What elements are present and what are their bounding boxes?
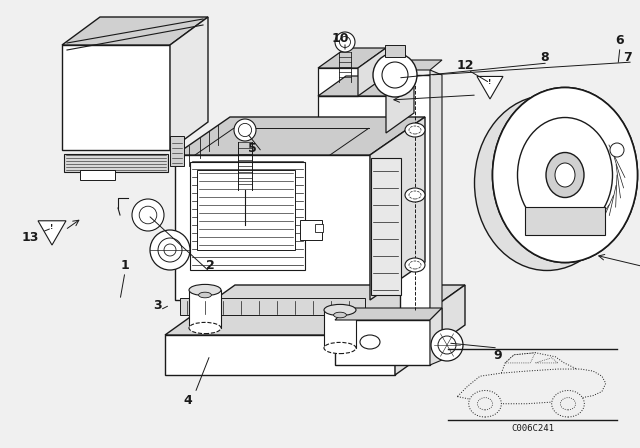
Ellipse shape [409,126,421,134]
Polygon shape [395,285,465,375]
Circle shape [477,398,493,410]
FancyBboxPatch shape [180,298,365,315]
Text: !: ! [51,224,54,230]
Polygon shape [430,308,442,365]
Circle shape [140,206,157,224]
Ellipse shape [493,87,637,263]
Circle shape [132,199,164,231]
Polygon shape [430,70,442,330]
FancyBboxPatch shape [170,136,184,166]
Circle shape [164,244,176,256]
Ellipse shape [409,261,421,269]
Text: 13: 13 [21,231,38,244]
FancyBboxPatch shape [315,224,323,232]
Ellipse shape [409,191,421,199]
Text: 1: 1 [120,258,129,271]
Ellipse shape [493,87,637,263]
Text: 4: 4 [184,393,193,406]
Circle shape [552,391,584,417]
Polygon shape [175,117,425,155]
Text: 8: 8 [541,51,549,64]
Ellipse shape [405,258,425,272]
Polygon shape [62,45,170,150]
Polygon shape [358,48,386,96]
Circle shape [431,329,463,361]
Polygon shape [318,76,414,96]
Polygon shape [318,96,386,133]
Ellipse shape [405,188,425,202]
Polygon shape [38,221,66,245]
Polygon shape [335,308,442,320]
FancyBboxPatch shape [324,310,356,348]
Text: 9: 9 [493,349,502,362]
Text: 6: 6 [616,34,624,47]
FancyBboxPatch shape [400,75,430,320]
FancyBboxPatch shape [300,220,322,240]
Polygon shape [165,285,465,335]
Ellipse shape [324,342,356,353]
Text: 3: 3 [154,298,163,311]
Circle shape [150,230,190,270]
FancyBboxPatch shape [189,290,221,328]
Ellipse shape [189,323,221,334]
Polygon shape [318,48,386,68]
Text: C006C241: C006C241 [511,424,554,433]
Ellipse shape [518,117,612,233]
Circle shape [158,238,182,262]
Ellipse shape [198,292,211,298]
Ellipse shape [405,123,425,137]
Circle shape [382,62,408,88]
FancyBboxPatch shape [197,170,295,250]
Polygon shape [386,76,414,133]
Polygon shape [170,17,208,150]
Polygon shape [62,17,208,45]
Text: 7: 7 [623,51,632,64]
Text: 2: 2 [205,258,214,271]
FancyBboxPatch shape [64,154,168,172]
Polygon shape [370,117,425,300]
Text: 12: 12 [456,59,474,72]
Circle shape [335,32,355,52]
Text: 10: 10 [332,31,349,44]
FancyBboxPatch shape [385,45,405,57]
Ellipse shape [189,284,221,296]
Ellipse shape [555,163,575,187]
Polygon shape [165,335,395,375]
FancyBboxPatch shape [190,162,305,270]
FancyBboxPatch shape [371,158,401,295]
Circle shape [468,391,501,417]
Polygon shape [175,155,370,300]
FancyBboxPatch shape [525,207,605,235]
Ellipse shape [360,335,380,349]
Circle shape [610,143,624,157]
Text: !: ! [488,79,492,85]
Circle shape [561,398,575,410]
Circle shape [234,119,256,141]
Text: 5: 5 [248,142,257,155]
Ellipse shape [324,304,356,315]
FancyBboxPatch shape [80,170,115,180]
Polygon shape [318,68,358,96]
FancyBboxPatch shape [335,320,430,365]
Circle shape [339,36,351,47]
Circle shape [373,53,417,97]
Circle shape [438,336,456,354]
Ellipse shape [474,95,620,271]
Polygon shape [477,77,503,99]
Ellipse shape [546,152,584,198]
Polygon shape [400,60,442,70]
Circle shape [239,123,252,137]
Ellipse shape [333,312,346,318]
